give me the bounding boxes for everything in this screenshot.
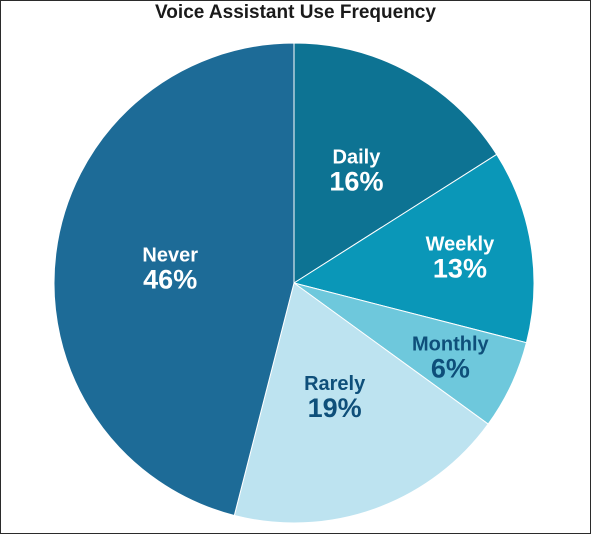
pie-slices xyxy=(53,42,535,524)
slice-label-never: Never xyxy=(142,244,198,266)
pie-slice-rarely xyxy=(233,282,489,524)
pie-slice-never xyxy=(53,42,295,517)
slice-label-weekly: Weekly xyxy=(426,234,495,256)
pie-slice-daily xyxy=(293,42,498,284)
slice-value-weekly: 13% xyxy=(433,254,487,284)
chart-title: Voice Assistant Use Frequency xyxy=(155,2,436,23)
slice-label-monthly: Monthly xyxy=(412,334,490,356)
slice-value-monthly: 6% xyxy=(431,354,470,384)
slice-label-rarely: Rarely xyxy=(304,373,366,395)
slice-value-daily: 16% xyxy=(329,166,383,196)
slice-value-never: 46% xyxy=(143,264,197,294)
slice-value-rarely: 19% xyxy=(308,393,362,423)
pie-slice-weekly xyxy=(292,153,535,344)
slice-label-daily: Daily xyxy=(333,146,382,168)
